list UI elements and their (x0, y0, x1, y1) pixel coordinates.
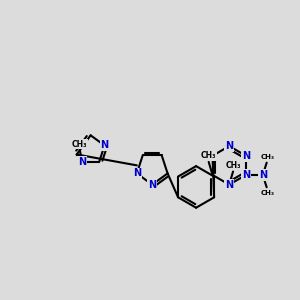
Text: N: N (78, 157, 86, 167)
Text: CH₃: CH₃ (201, 151, 216, 160)
Text: N: N (133, 168, 141, 178)
Text: CH₃: CH₃ (225, 161, 241, 170)
Text: N: N (225, 180, 233, 190)
Text: N: N (100, 140, 109, 150)
Text: CH₃: CH₃ (72, 140, 88, 148)
Text: N: N (259, 170, 267, 180)
Text: N: N (225, 141, 233, 151)
Text: CH₃: CH₃ (260, 154, 274, 160)
Text: N: N (242, 151, 250, 161)
Text: N: N (242, 170, 250, 180)
Text: N: N (148, 180, 156, 190)
Text: CH₃: CH₃ (260, 190, 274, 196)
